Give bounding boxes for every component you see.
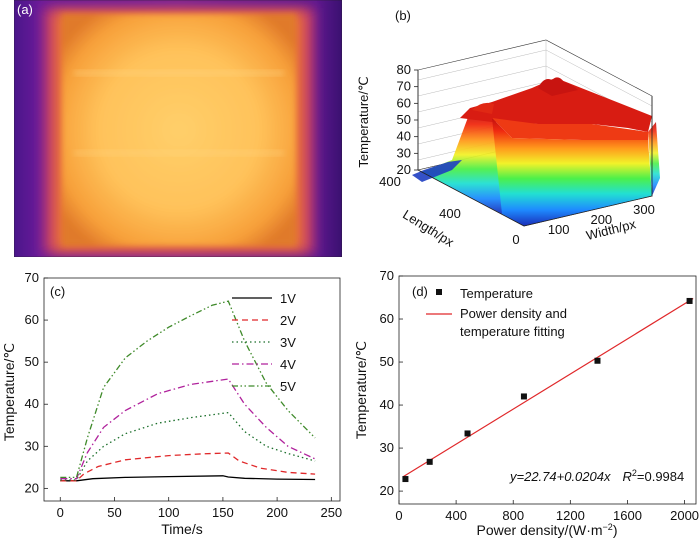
z-tick-label: 30 [397,145,411,160]
x-tick-label: 0 [395,508,402,523]
x-tick-label: 1600 [613,508,642,523]
x-tick-label: 100 [158,505,180,520]
r2-label: R [622,469,631,484]
panel-a: (a) [13,0,343,258]
data-point [594,357,601,364]
panel-label-c: (c) [50,284,65,299]
scatter-chart-power: 0 400 800 1200 1600 2000 20 30 40 50 60 70 Temperat… [353,268,699,538]
y3d-tick-label: 0 [512,232,519,247]
panel-b: 20 30 40 50 60 70 80 400 400 0 100 200 300 Tempera… [352,0,700,262]
chart-d-x-label-end: ) [613,522,618,538]
r2-sup: 2 [632,468,637,478]
panel-label-b: (b) [395,8,411,23]
fit-equation-text: y=22.74+0.0204x [509,469,611,484]
x-tick-label: 1200 [556,508,585,523]
line-chart-time: 0 50 100 150 200 250 20 30 40 50 60 70 1V 2V 3V 4V 5V T… [1,270,342,537]
x-tick-label: 50 [107,505,121,520]
infrared-thermal-image [13,0,343,258]
x-tick-label: 150 [212,505,234,520]
y-tick-label: 30 [25,438,39,453]
panel-label-a: (a) [17,2,33,17]
chart-c-y-label: Temperature/℃ [1,343,17,441]
legend-label: 3V [280,335,296,350]
z-tick-label: 40 [397,129,411,144]
fit-equation: y=22.74+0.0204x R2=0.9984 [509,468,684,484]
series-line-3V [60,411,316,481]
chart-d-y-label: Temperature/℃ [353,341,369,439]
y-tick-label: 60 [380,311,394,326]
x-tick-label: 2000 [670,508,699,523]
r2-value: =0.9984 [637,469,684,484]
chart-d-x-label-main: Power density/(W·m [477,522,603,538]
y3d-tick-label: 300 [633,202,655,217]
data-point [402,476,409,483]
y-tick-label: 40 [380,397,394,412]
z-tick-label: 70 [397,79,411,94]
y-tick-label: 20 [25,480,39,495]
y-tick-label: 30 [380,440,394,455]
panel-label-d: (d) [412,284,428,299]
x-tick-label: 400 [445,508,467,523]
data-point [464,430,471,437]
data-point [686,297,693,304]
legend-label: 1V [280,291,296,306]
y-tick-label: 60 [25,312,39,327]
z-tick-label: 50 [397,112,411,127]
legend-label: 4V [280,357,296,372]
y-tick-label: 70 [25,270,39,285]
y-tick-label: 50 [380,354,394,369]
x3d-tick-label: 400 [439,206,461,221]
series-line-1V [60,475,316,482]
data-point [426,458,433,465]
z-tick-label: 80 [397,62,411,77]
y-tick-label: 50 [25,354,39,369]
legend-label-points: Temperature [460,286,533,301]
panel-c: 0 50 100 150 200 250 20 30 40 50 60 70 1V 2V 3V 4V 5V T… [0,262,350,540]
x-tick-label: 800 [502,508,524,523]
panel-d: 0 400 800 1200 1600 2000 20 30 40 50 60 70 Temperat… [350,262,700,540]
x-tick-label: 200 [266,505,288,520]
y-tick-label: 20 [380,483,394,498]
series-line-2V [60,452,316,482]
y-tick-label: 70 [380,268,394,283]
legend-label-fit-2: temperature fitting [460,324,565,339]
z-axis-label: Temperature/℃ [356,76,371,167]
y3d-tick-label: 200 [590,212,612,227]
fit-line [402,298,694,478]
y3d-tick-label: 100 [548,222,570,237]
series-line-5V [60,300,316,479]
y-tick-label: 40 [25,396,39,411]
legend-marker [436,289,442,295]
z-tick-label: 60 [397,95,411,110]
chart-d-x-label: Power density/(W·m−2) [477,522,618,538]
x-tick-label: 0 [57,505,64,520]
chart-c-x-label: Time/s [161,521,202,537]
z-tick-label: 20 [397,162,411,177]
x-tick-label: 250 [320,505,342,520]
legend-label-fit-1: Power density and [460,306,567,321]
legend-label: 5V [280,379,296,394]
chart-d-x-label-sup: −2 [603,522,613,532]
series-line-4V [60,378,316,480]
legend-label: 2V [280,313,296,328]
data-point [520,393,527,400]
x3d-tick-label: 400 [379,174,401,189]
